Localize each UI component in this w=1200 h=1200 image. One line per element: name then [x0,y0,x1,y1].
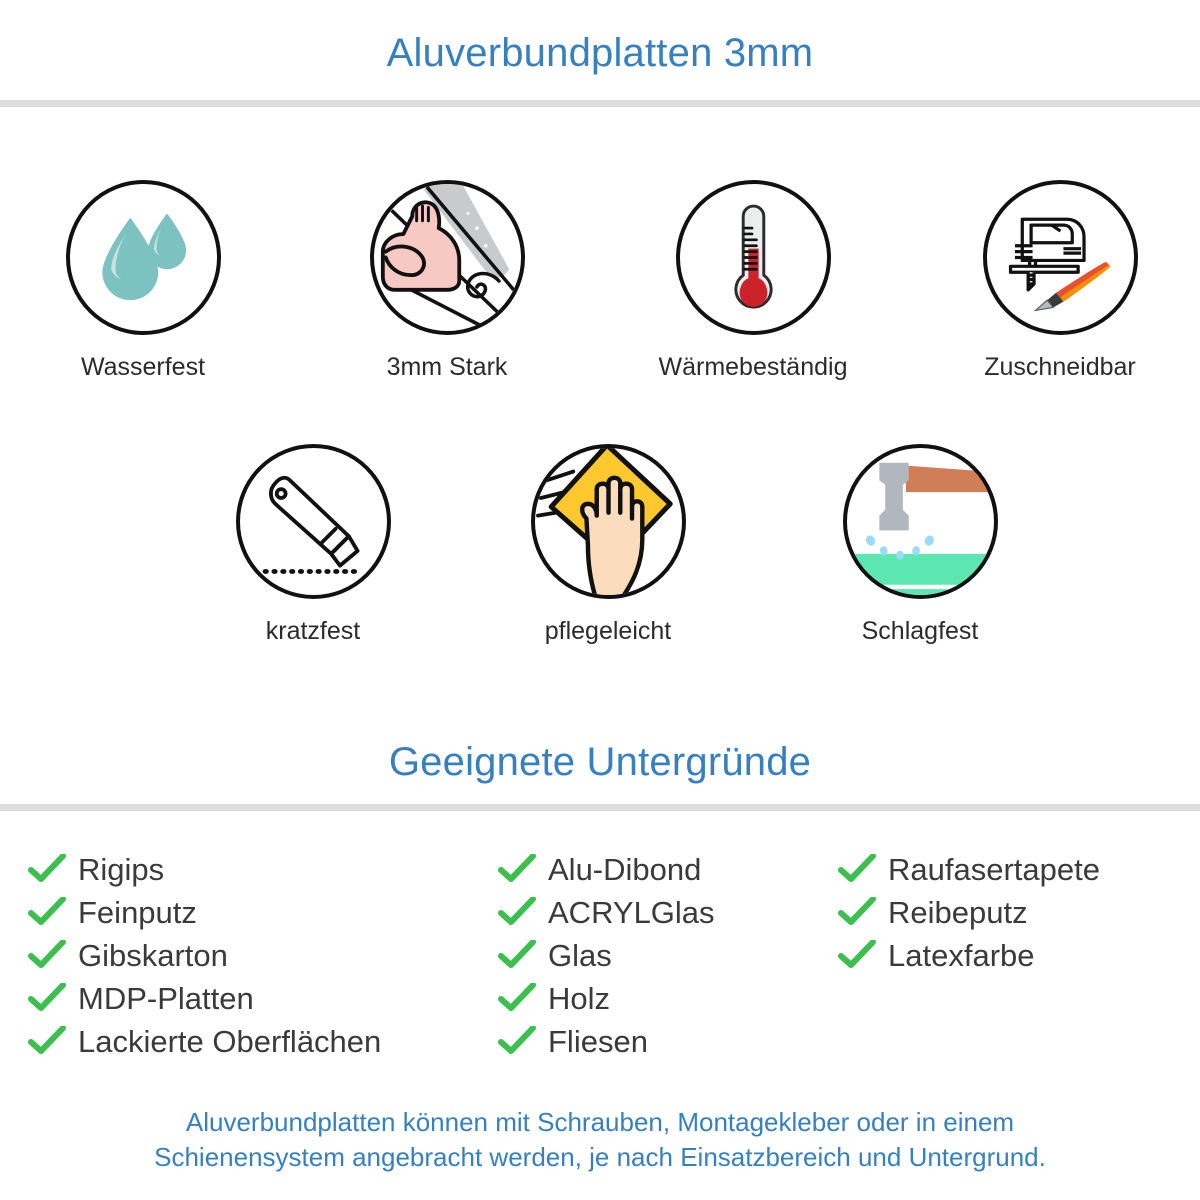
list-item: Gibskarton [28,934,490,976]
list-item-label: MDP-Platten [78,980,254,1016]
check-icon [28,983,66,1013]
divider-top [0,100,1200,107]
list-item: Lackierte Oberflächen [28,1020,490,1062]
list-item: Raufasertapete [838,848,1200,890]
feature-schlagfest: Schlagfest [820,444,1020,646]
list-item: MDP-Platten [28,977,490,1019]
substrates-title: Geeignete Untergründe [388,740,812,784]
list-item-label: ACRYLGlas [548,894,715,930]
feature-label: Schlagfest [861,617,979,645]
feature-label: 3mm Stark [386,353,508,381]
check-icon [498,854,536,884]
check-icon [28,1026,66,1056]
feature-kratzfest: kratzfest [213,444,413,646]
list-item: Alu-Dibond [498,848,830,890]
list-item-label: Reibeputz [888,894,1028,930]
check-icon [498,983,536,1013]
list-item-label: Glas [548,937,612,973]
page-title: Aluverbundplatten 3mm [386,31,814,75]
list-item: Rigips [28,848,490,890]
substrate-column-2: Alu-Dibond ACRYLGlas Glas Holz Fliesen [490,848,830,1063]
check-icon [498,897,536,927]
feature-label: pflegeleicht [544,617,672,645]
list-item-label: Raufasertapete [888,851,1100,887]
cutter-knife-icon [235,444,391,599]
list-item: Glas [498,934,830,976]
check-icon [838,940,876,970]
check-icon [838,854,876,884]
list-item: Latexfarbe [838,934,1200,976]
hand-cloth-icon [530,444,686,599]
list-item: Holz [498,977,830,1019]
feature-pflegeleicht: pflegeleicht [508,444,708,646]
list-item-label: Gibskarton [78,937,228,973]
list-item: Reibeputz [838,891,1200,933]
flexed-bicep-icon [369,180,525,335]
substrate-checklist: Rigips Feinputz Gibskarton MDP-Platten L… [0,848,1200,1063]
list-item-label: Holz [548,980,611,1016]
list-item-label: Fliesen [548,1023,648,1059]
list-item-label: Latexfarbe [888,937,1035,973]
list-item: ACRYLGlas [498,891,830,933]
list-item-label: Feinputz [78,894,197,930]
feature-label: Wasserfest [80,353,206,381]
list-item: Feinputz [28,891,490,933]
feature-label: kratzfest [265,617,361,645]
feature-label: Wärmebeständig [658,353,848,381]
thermometer-icon [675,180,831,335]
feature-waermebestaendig: Wärmebeständig [653,180,853,382]
list-item-label: Alu-Dibond [548,851,702,887]
footer-line-2: Schienensystem angebracht werden, je nac… [154,1142,1046,1173]
feature-label: Zuschneidbar [984,353,1136,381]
list-item-label: Lackierte Oberflächen [78,1023,382,1059]
footer-line-1: Aluverbundplatten können mit Schrauben, … [185,1107,1015,1137]
check-icon [838,897,876,927]
list-item: Fliesen [498,1020,830,1062]
jigsaw-cutter-icon [982,180,1138,335]
hammer-impact-icon [842,444,998,599]
check-icon [498,1026,536,1056]
divider-bottom [0,804,1200,811]
substrate-column-3: Raufasertapete Reibeputz Latexfarbe [830,848,1200,1063]
feature-zuschneidbar: Zuschneidbar [960,180,1160,382]
feature-3mm-stark: 3mm Stark [347,180,547,382]
check-icon [498,940,536,970]
feature-wasserfest: Wasserfest [43,180,243,382]
check-icon [28,897,66,927]
substrate-column-1: Rigips Feinputz Gibskarton MDP-Platten L… [0,848,490,1063]
list-item-label: Rigips [78,851,165,887]
water-drops-icon [65,180,221,335]
check-icon [28,940,66,970]
footer-note: Aluverbundplatten können mit Schrauben, … [0,1105,1200,1175]
check-icon [28,854,66,884]
